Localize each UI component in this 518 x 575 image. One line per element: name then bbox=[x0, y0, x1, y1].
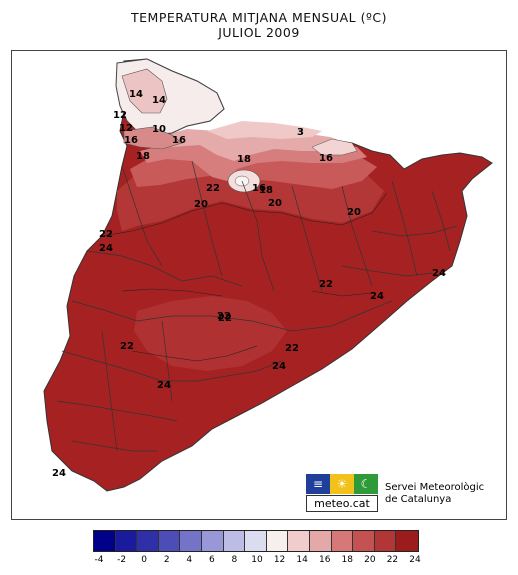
contour-label: 16 bbox=[319, 153, 333, 164]
contour-label: 12 bbox=[113, 110, 127, 121]
logo-strip-green: ☾ bbox=[354, 474, 378, 494]
legend-tick-label: 8 bbox=[231, 555, 238, 565]
legend-tick-label: 4 bbox=[186, 555, 193, 565]
legend-swatch bbox=[288, 531, 310, 551]
logo-strip-yellow: ☀ bbox=[330, 474, 354, 494]
contour-label: 22 bbox=[206, 183, 220, 194]
contour-label: 22 bbox=[218, 313, 232, 324]
comarca-boundaries bbox=[56, 160, 458, 452]
legend-tick-label: 12 bbox=[273, 555, 286, 565]
legend-swatch bbox=[353, 531, 375, 551]
contour-label: 10 bbox=[152, 124, 166, 135]
contour-label: 18 bbox=[259, 185, 273, 196]
contour-label: 20 bbox=[347, 207, 361, 218]
legend-tick-label: 6 bbox=[208, 555, 215, 565]
legend-tick-label: 16 bbox=[318, 555, 331, 565]
logo-name: meteo.cat bbox=[306, 495, 378, 512]
aran-16 bbox=[123, 126, 183, 150]
legend-tick-label: 18 bbox=[341, 555, 354, 565]
contour-label: 22 bbox=[319, 279, 333, 290]
contour-label: 18 bbox=[237, 154, 251, 165]
contour-label: 16 bbox=[252, 183, 266, 194]
legend-tick-label: 14 bbox=[296, 555, 308, 565]
contour-label: 24 bbox=[157, 380, 171, 391]
contour-label: 22 bbox=[99, 229, 113, 240]
legend-tick-label: -2 bbox=[117, 555, 127, 565]
contour-label: 22 bbox=[120, 341, 134, 352]
contour-label: 16 bbox=[124, 135, 138, 146]
map-subtitle: JULIOL 2009 bbox=[218, 25, 300, 40]
legend-swatch bbox=[94, 531, 116, 551]
legend-swatch bbox=[374, 531, 397, 551]
meteocat-logo: ≡ ☀ ☾ meteo.cat bbox=[306, 474, 378, 514]
temperature-map: 14 14 12 12 16 10 16 18 18 16 16 18 20 2… bbox=[43, 58, 493, 492]
band-22-south bbox=[134, 296, 287, 371]
contour-label: 14 bbox=[152, 95, 166, 106]
contour-label: 22 bbox=[217, 311, 231, 322]
legend-swatch bbox=[245, 531, 267, 551]
contour-label: 24 bbox=[370, 291, 384, 302]
contour-label: 24 bbox=[99, 243, 113, 254]
legend-swatch bbox=[180, 531, 202, 551]
contour-label: 3 bbox=[297, 127, 304, 138]
legend-tick-label: 2 bbox=[163, 555, 170, 565]
contour-label: 24 bbox=[52, 468, 66, 479]
contour-label: 20 bbox=[268, 198, 282, 209]
organisation-line-1: Servei Meteorològic bbox=[385, 482, 485, 493]
organisation-name: Servei Meteorològic de Catalunya bbox=[385, 482, 484, 506]
isotherm-lines bbox=[101, 192, 388, 362]
logo-strip-blue: ≡ bbox=[306, 474, 330, 494]
map-frame: 14 14 12 12 16 10 16 18 18 16 16 18 20 2… bbox=[11, 50, 507, 520]
contour-label: 20 bbox=[194, 199, 208, 210]
aran-12 bbox=[121, 68, 168, 114]
legend-tick-label: 22 bbox=[386, 555, 399, 565]
color-scale-legend bbox=[93, 530, 419, 552]
legend-swatch bbox=[201, 531, 224, 551]
legend-swatch bbox=[309, 531, 332, 551]
band-14 bbox=[207, 121, 322, 139]
legend-tick-label: 24 bbox=[409, 555, 421, 565]
legend-swatch bbox=[396, 531, 418, 551]
legend-swatch bbox=[266, 531, 289, 551]
legend-tick-label: 10 bbox=[251, 555, 263, 565]
contour-label: 16 bbox=[172, 135, 186, 146]
legend-tick-label: -4 bbox=[94, 555, 104, 565]
legend-swatch bbox=[223, 531, 246, 551]
legend-ticks: -4 -2 0 2 4 6 8 10 12 14 16 18 20 22 24 bbox=[93, 555, 421, 569]
contour-label: 24 bbox=[432, 268, 446, 279]
legend-swatch bbox=[331, 531, 354, 551]
legend-tick-label: 20 bbox=[364, 555, 376, 565]
band-14-east bbox=[311, 138, 358, 156]
legend-swatch bbox=[137, 531, 159, 551]
legend-swatch bbox=[158, 531, 181, 551]
contour-label: 12 bbox=[119, 123, 133, 134]
contour-label-group: 14 14 12 12 16 10 16 18 18 16 16 18 20 2… bbox=[52, 89, 446, 479]
map-title: TEMPERATURA MITJANA MENSUAL (ºC) bbox=[131, 10, 387, 25]
legend-swatch bbox=[115, 531, 138, 551]
contour-label: 14 bbox=[129, 89, 143, 100]
organisation-line-2: de Catalunya bbox=[385, 494, 452, 505]
contour-label: 18 bbox=[136, 151, 150, 162]
contour-label: 22 bbox=[285, 343, 299, 354]
contour-label: 24 bbox=[272, 361, 286, 372]
legend-tick-label: 0 bbox=[141, 555, 148, 565]
